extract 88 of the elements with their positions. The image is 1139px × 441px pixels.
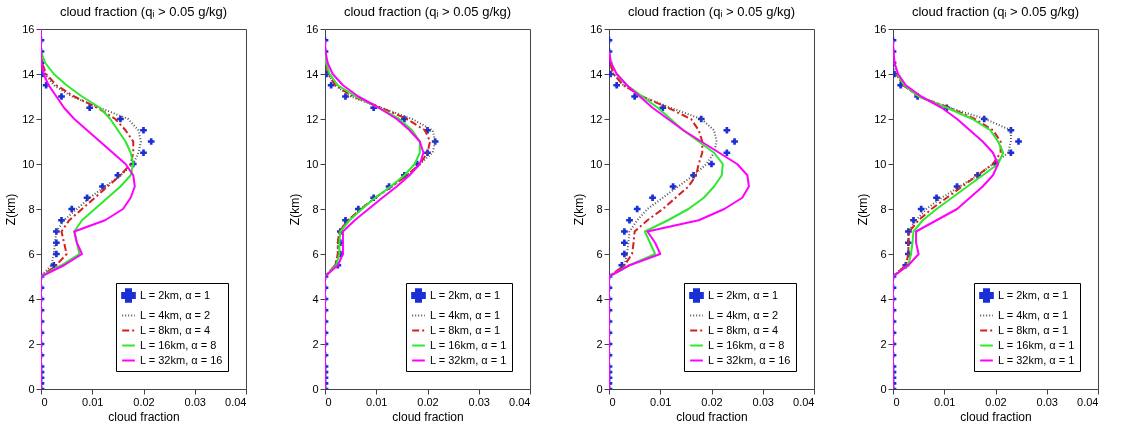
y-tick-label: 16 [590, 22, 603, 35]
legend-label: L = 16km, α = 1 [430, 338, 507, 351]
chart-title: cloud fraction (qᵢ > 0.05 g/kg) [911, 4, 1080, 19]
x-axis-title: cloud fraction [676, 409, 748, 424]
y-tick-label: 12 [590, 112, 603, 125]
x-tick-label: 0.01 [650, 395, 672, 408]
y-tick-label: 14 [874, 67, 887, 80]
x-tick-label: 0.03 [468, 395, 490, 408]
legend-label: L = 32km, α = 1 [998, 353, 1075, 366]
y-tick-label: 10 [590, 157, 603, 170]
y-axis-title: Z(km) [856, 193, 871, 226]
x-tick-label: 0.03 [184, 395, 206, 408]
x-tick-label: 0.02 [985, 395, 1007, 408]
y-axis-title: Z(km) [4, 193, 19, 226]
y-axis-title: Z(km) [288, 193, 303, 226]
y-tick-label: 4 [596, 292, 603, 305]
legend-label: L = 2km, α = 1 [998, 288, 1069, 301]
y-tick-label: 4 [880, 292, 887, 305]
y-tick-label: 0 [596, 382, 603, 395]
y-tick-label: 16 [306, 22, 319, 35]
y-tick-label: 2 [28, 337, 35, 350]
legend-label: L = 2km, α = 1 [140, 288, 211, 301]
x-tick-label: 0.03 [752, 395, 774, 408]
y-tick-label: 0 [880, 382, 887, 395]
legend-label: L = 32km, α = 16 [140, 353, 223, 366]
x-tick-label: 0.01 [82, 395, 104, 408]
x-tick-label: 0.04 [225, 395, 247, 408]
x-tick-label: 0.02 [133, 395, 155, 408]
legend-label: L = 8km, α = 1 [430, 323, 501, 336]
y-tick-label: 6 [28, 247, 35, 260]
x-tick-label: 0.04 [509, 395, 531, 408]
legend-label: L = 4km, α = 2 [140, 308, 211, 321]
legend-label: L = 8km, α = 4 [708, 323, 779, 336]
y-tick-label: 10 [874, 157, 887, 170]
y-tick-label: 14 [22, 67, 35, 80]
legend-label: L = 2km, α = 1 [708, 288, 779, 301]
y-tick-label: 6 [880, 247, 887, 260]
legend-label: L = 2km, α = 1 [430, 288, 501, 301]
y-tick-label: 6 [596, 247, 603, 260]
y-tick-label: 0 [28, 382, 35, 395]
legend-label: L = 32km, α = 1 [430, 353, 507, 366]
x-tick-label: 0.02 [417, 395, 439, 408]
y-tick-label: 8 [880, 202, 887, 215]
y-tick-label: 0 [312, 382, 319, 395]
y-tick-label: 14 [590, 67, 603, 80]
y-tick-label: 10 [22, 157, 35, 170]
x-tick-label: 0.03 [1036, 395, 1058, 408]
x-tick-label: 0 [325, 395, 332, 408]
y-tick-label: 16 [874, 22, 887, 35]
legend-label: L = 4km, α = 2 [708, 308, 779, 321]
legend-label: L = 8km, α = 4 [140, 323, 211, 336]
y-tick-label: 12 [22, 112, 35, 125]
x-tick-label: 0.02 [701, 395, 723, 408]
x-tick-label: 0 [609, 395, 616, 408]
x-axis-title: cloud fraction [960, 409, 1032, 424]
y-tick-label: 6 [312, 247, 319, 260]
y-tick-label: 4 [28, 292, 35, 305]
legend-label: L = 16km, α = 8 [140, 338, 217, 351]
y-tick-label: 12 [306, 112, 319, 125]
x-axis-title: cloud fraction [392, 409, 464, 424]
legend-label: L = 16km, α = 8 [708, 338, 785, 351]
x-tick-label: 0.01 [934, 395, 956, 408]
chart-title: cloud fraction (qᵢ > 0.05 g/kg) [627, 4, 796, 19]
y-tick-label: 12 [874, 112, 887, 125]
x-tick-label: 0.01 [366, 395, 388, 408]
x-tick-label: 0.04 [793, 395, 815, 408]
y-tick-label: 4 [312, 292, 319, 305]
x-tick-label: 0 [41, 395, 48, 408]
y-tick-label: 10 [306, 157, 319, 170]
y-tick-label: 8 [28, 202, 35, 215]
y-tick-label: 14 [306, 67, 319, 80]
legend-label: L = 16km, α = 1 [998, 338, 1075, 351]
chart-title: cloud fraction (qᵢ > 0.05 g/kg) [343, 4, 512, 19]
y-tick-label: 2 [312, 337, 319, 350]
chart-title: cloud fraction (qᵢ > 0.05 g/kg) [59, 4, 228, 19]
legend-label: L = 4km, α = 1 [430, 308, 501, 321]
x-tick-label: 0.04 [1077, 395, 1099, 408]
y-tick-label: 2 [596, 337, 603, 350]
x-tick-label: 0 [893, 395, 900, 408]
x-axis-title: cloud fraction [108, 409, 180, 424]
legend-label: L = 8km, α = 1 [998, 323, 1069, 336]
y-tick-label: 16 [22, 22, 35, 35]
y-axis-title: Z(km) [572, 193, 587, 226]
y-tick-label: 8 [312, 202, 319, 215]
legend-label: L = 32km, α = 16 [708, 353, 791, 366]
legend-label: L = 4km, α = 1 [998, 308, 1069, 321]
y-tick-label: 8 [596, 202, 603, 215]
y-tick-label: 2 [880, 337, 887, 350]
